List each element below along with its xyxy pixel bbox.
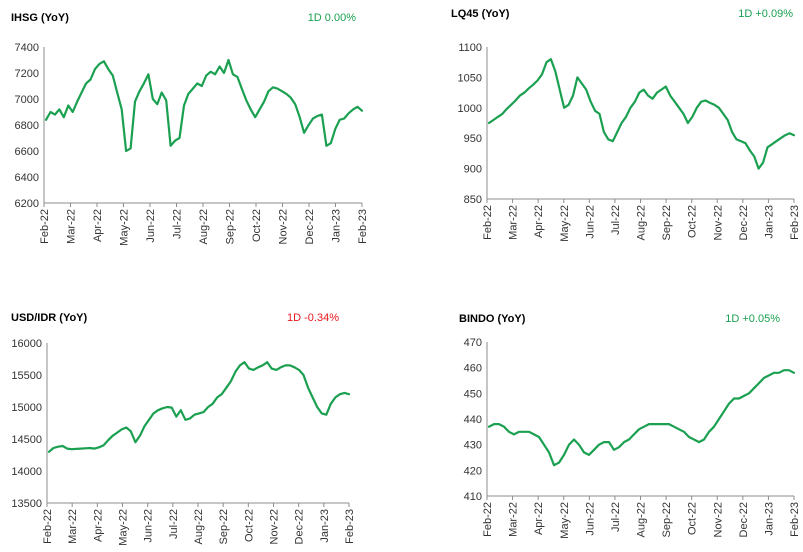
chart-title: USD/IDR (YoY) (11, 312, 88, 324)
y-tick-label: 900 (464, 164, 482, 176)
x-tick-label: Jan-23 (331, 209, 343, 243)
series-line (487, 369, 796, 467)
chart-bindo: BINDO (YoY) 1D +0.05% 410 420 430 440 450 460… (400, 276, 803, 552)
x-tick-label: Oct-22 (687, 205, 699, 238)
x-tick-label: Jul-22 (610, 502, 622, 532)
change-label: 1D +0.09% (738, 8, 793, 20)
change-label: 1D +0.05% (725, 313, 780, 325)
series-line (47, 361, 351, 453)
y-tick-label: 460 (464, 363, 482, 375)
y-tick-label: 950 (464, 133, 482, 145)
x-tick-label: Oct-22 (687, 502, 699, 535)
y-tick-label: 440 (464, 414, 482, 426)
x-tick-label: Jun-22 (584, 205, 596, 239)
y-tick-label: 15000 (11, 402, 42, 414)
y-tick-label: 430 (464, 440, 482, 452)
chart-lq45: LQ45 (YoY) 1D +0.09% 850 900 950 1000 1050 11… (400, 0, 803, 276)
chart-plot: 6200 6400 6600 6800 7000 7200 7400 Feb-22 Mar-22… (15, 42, 369, 246)
chart-plot: 13500 14000 14500 15000 15500 16000 Feb-22 Mar-… (11, 338, 356, 546)
x-tick-label: Oct-22 (243, 509, 255, 542)
x-tick-label: Nov-22 (712, 205, 724, 240)
x-tick-label: Dec-22 (294, 509, 306, 544)
x-tick-label: Aug-22 (636, 502, 648, 537)
y-tick-label: 13500 (11, 498, 42, 510)
x-tick-label: Jun-22 (145, 209, 157, 243)
x-tick-label: Jul-22 (172, 209, 184, 239)
y-tick-label: 7000 (15, 94, 39, 106)
x-tick-label: Mar-22 (508, 502, 520, 537)
y-tick-label: 15500 (11, 370, 42, 382)
x-tick-label: Feb-23 (357, 209, 369, 244)
x-tick-label: Feb-23 (789, 205, 801, 240)
x-tick-label: Dec-22 (304, 209, 316, 244)
chart-usdidr: USD/IDR (YoY) 1D -0.34% 13500 14000 14500 1… (0, 276, 400, 552)
x-tick-label: Sep-22 (225, 209, 237, 244)
x-tick-label: Dec-22 (738, 502, 750, 537)
series-line (487, 58, 796, 170)
x-tick-label: Nov-22 (269, 509, 281, 544)
y-tick-label: 6200 (15, 198, 39, 210)
y-tick-label: 410 (464, 491, 482, 503)
y-tick-label: 6400 (15, 172, 39, 184)
x-tick-label: Jan-23 (763, 205, 775, 239)
x-tick-label: Mar-22 (508, 205, 520, 240)
x-tick-label: Sep-22 (218, 509, 230, 544)
x-tick-label: Sep-22 (661, 502, 673, 537)
x-tick-label: Feb-23 (344, 509, 356, 544)
change-label: 1D 0.00% (307, 12, 356, 24)
x-tick-label: Apr-22 (533, 205, 545, 238)
x-tick-label: Mar-22 (66, 209, 78, 244)
x-tick-label: May-22 (119, 209, 131, 246)
chart-plot: 410 420 430 440 450 460 470 Feb-22 Mar-22 Apr-22 M… (464, 337, 801, 539)
x-tick-label: Aug-22 (636, 205, 648, 240)
x-tick-label: Nov-22 (278, 209, 290, 244)
series-line (44, 58, 364, 153)
y-tick-label: 850 (464, 194, 482, 206)
change-label: 1D -0.34% (287, 312, 339, 324)
x-tick-label: Nov-22 (712, 502, 724, 537)
x-tick-label: Dec-22 (738, 205, 750, 240)
y-tick-label: 14000 (11, 466, 42, 478)
x-tick-label: Jan-23 (319, 509, 331, 543)
y-tick-label: 420 (464, 465, 482, 477)
y-tick-label: 7400 (15, 42, 39, 54)
y-tick-label: 470 (464, 337, 482, 349)
x-tick-label: Aug-22 (198, 209, 210, 244)
chart-plot: 850 900 950 1000 1050 1100 Feb-22 Mar-22 Apr-22 M… (458, 42, 801, 242)
x-tick-label: Aug-22 (193, 509, 205, 544)
y-tick-label: 7200 (15, 68, 39, 80)
x-tick-label: May-22 (559, 205, 571, 242)
x-tick-label: Apr-22 (92, 509, 104, 542)
x-tick-label: Jun-22 (143, 509, 155, 543)
x-tick-label: Oct-22 (251, 209, 263, 242)
x-tick-label: Jan-23 (763, 502, 775, 536)
y-tick-label: 14500 (11, 434, 42, 446)
y-tick-label: 1000 (458, 103, 482, 115)
x-tick-label: May-22 (118, 509, 130, 546)
y-tick-label: 450 (464, 388, 482, 400)
x-tick-label: Jul-22 (168, 509, 180, 539)
y-tick-label: 1100 (458, 42, 482, 54)
x-tick-label: Feb-22 (42, 509, 54, 544)
chart-ihsg: IHSG (YoY) 1D 0.00% 6200 6400 6600 6800 7000… (0, 0, 400, 276)
x-tick-label: Feb-22 (39, 209, 51, 244)
x-tick-label: Sep-22 (661, 205, 673, 240)
x-tick-label: Feb-23 (789, 502, 801, 537)
x-tick-label: Mar-22 (67, 509, 79, 544)
x-tick-label: Apr-22 (533, 502, 545, 535)
y-tick-label: 1050 (458, 72, 482, 84)
y-tick-label: 6800 (15, 120, 39, 132)
chart-title: BINDO (YoY) (459, 313, 526, 325)
x-tick-label: Jun-22 (584, 502, 596, 536)
x-tick-label: Jul-22 (610, 205, 622, 235)
chart-title: IHSG (YoY) (11, 12, 69, 24)
x-tick-label: Feb-22 (482, 502, 494, 537)
x-tick-label: Apr-22 (92, 209, 104, 242)
y-tick-label: 6600 (15, 146, 39, 158)
x-tick-label: Feb-22 (482, 205, 494, 240)
x-tick-label: May-22 (559, 502, 571, 539)
chart-title: LQ45 (YoY) (451, 8, 510, 20)
y-tick-label: 16000 (11, 338, 42, 350)
